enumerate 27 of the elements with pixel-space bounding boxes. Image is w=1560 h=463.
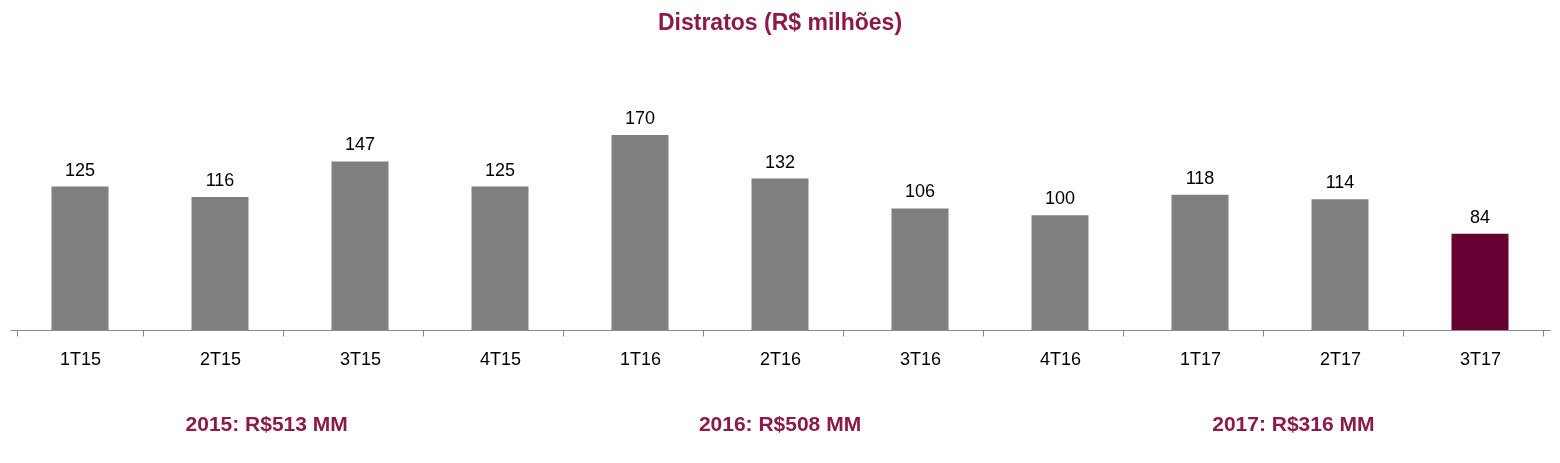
- x-tick-label: 1T15: [59, 348, 102, 369]
- data-label: 132: [764, 151, 796, 172]
- chart-title: Distratos (R$ milhões): [657, 9, 903, 35]
- x-tick-label: 1T16: [619, 348, 662, 369]
- text: 2016: R$508 MM: [698, 412, 862, 435]
- x-tick-label: 2T16: [759, 348, 802, 369]
- data-label: 125: [64, 159, 96, 180]
- x-tick-label: 2T15: [199, 348, 242, 369]
- x-tick-label: 2T17: [1319, 348, 1362, 369]
- data-label: 147: [344, 134, 376, 155]
- data-label: 84: [1469, 206, 1491, 227]
- x-tick-label: 1T17: [1179, 348, 1222, 369]
- text: 2015: R$513 MM: [185, 412, 348, 435]
- text: 2017: R$316 MM: [1212, 412, 1375, 435]
- x-tick-label: 3T16: [899, 348, 942, 369]
- x-tick-label: 4T15: [479, 348, 522, 369]
- x-tick-label: 3T15: [339, 348, 382, 369]
- data-label: 114: [1325, 172, 1355, 193]
- data-label: 118: [1185, 167, 1215, 188]
- data-label: 116: [205, 169, 235, 190]
- data-label: 100: [1044, 188, 1076, 209]
- data-label: 170: [624, 108, 656, 128]
- x-tick-label: 4T16: [1039, 348, 1082, 369]
- bar: [1451, 233, 1509, 330]
- data-label: 125: [484, 159, 516, 180]
- data-label: 106: [904, 181, 936, 202]
- x-tick-label: 3T17: [1459, 348, 1502, 369]
